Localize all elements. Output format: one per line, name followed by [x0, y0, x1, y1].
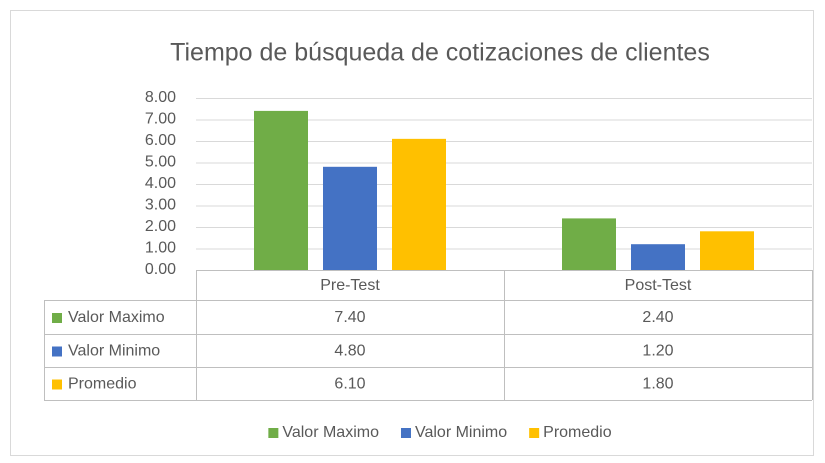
y-tick-label: 1.00 [145, 240, 176, 257]
bar [254, 110, 308, 271]
legend-label: Promedio [543, 424, 612, 441]
y-tick-label: 4.00 [145, 175, 176, 192]
table-row-label: Promedio [68, 376, 137, 393]
table-legend-key [52, 313, 62, 323]
legend-label: Valor Maximo [282, 424, 379, 441]
bar [392, 138, 446, 270]
legend-key [400, 428, 411, 438]
y-tick-label: 5.00 [145, 154, 176, 171]
table-row-label: Valor Minimo [68, 343, 160, 360]
y-tick-label: 6.00 [145, 132, 176, 149]
legend-key [268, 428, 279, 438]
table-cell: 1.20 [642, 343, 673, 360]
y-tick-label: 0.00 [145, 261, 176, 278]
table-cell: 4.80 [334, 343, 365, 360]
legend-key [529, 428, 540, 438]
x-tick-label: Pre-Test [320, 277, 380, 294]
table-cell: 7.40 [334, 309, 365, 326]
chart-title: Tiempo de búsqueda de cotizaciones de cl… [170, 39, 710, 67]
y-tick-label: 2.00 [145, 218, 176, 235]
y-tick-label: 8.00 [145, 89, 176, 106]
y-tick-label: 7.00 [145, 111, 176, 128]
bar [631, 244, 685, 270]
table-legend-key [52, 346, 62, 357]
table-legend-key [52, 379, 62, 390]
y-tick-label: 3.00 [145, 197, 176, 214]
x-tick-label: Post-Test [625, 277, 692, 294]
legend-label: Valor Minimo [415, 424, 507, 441]
bar [562, 218, 616, 270]
table-cell: 1.80 [642, 376, 673, 393]
table-cell: 2.40 [642, 309, 673, 326]
bar [323, 166, 377, 270]
table-row-label: Valor Maximo [68, 309, 165, 326]
table-cell: 6.10 [334, 376, 365, 393]
bar [700, 231, 754, 270]
